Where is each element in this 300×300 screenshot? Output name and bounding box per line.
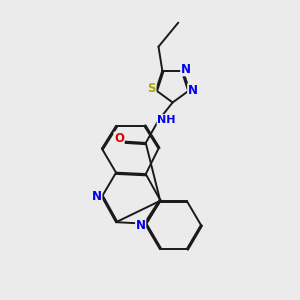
Text: NH: NH [157,115,176,125]
Text: N: N [92,190,102,203]
Text: N: N [181,63,191,76]
Text: N: N [136,218,146,232]
Text: S: S [148,82,156,95]
Text: N: N [188,84,198,97]
Text: O: O [114,132,124,145]
